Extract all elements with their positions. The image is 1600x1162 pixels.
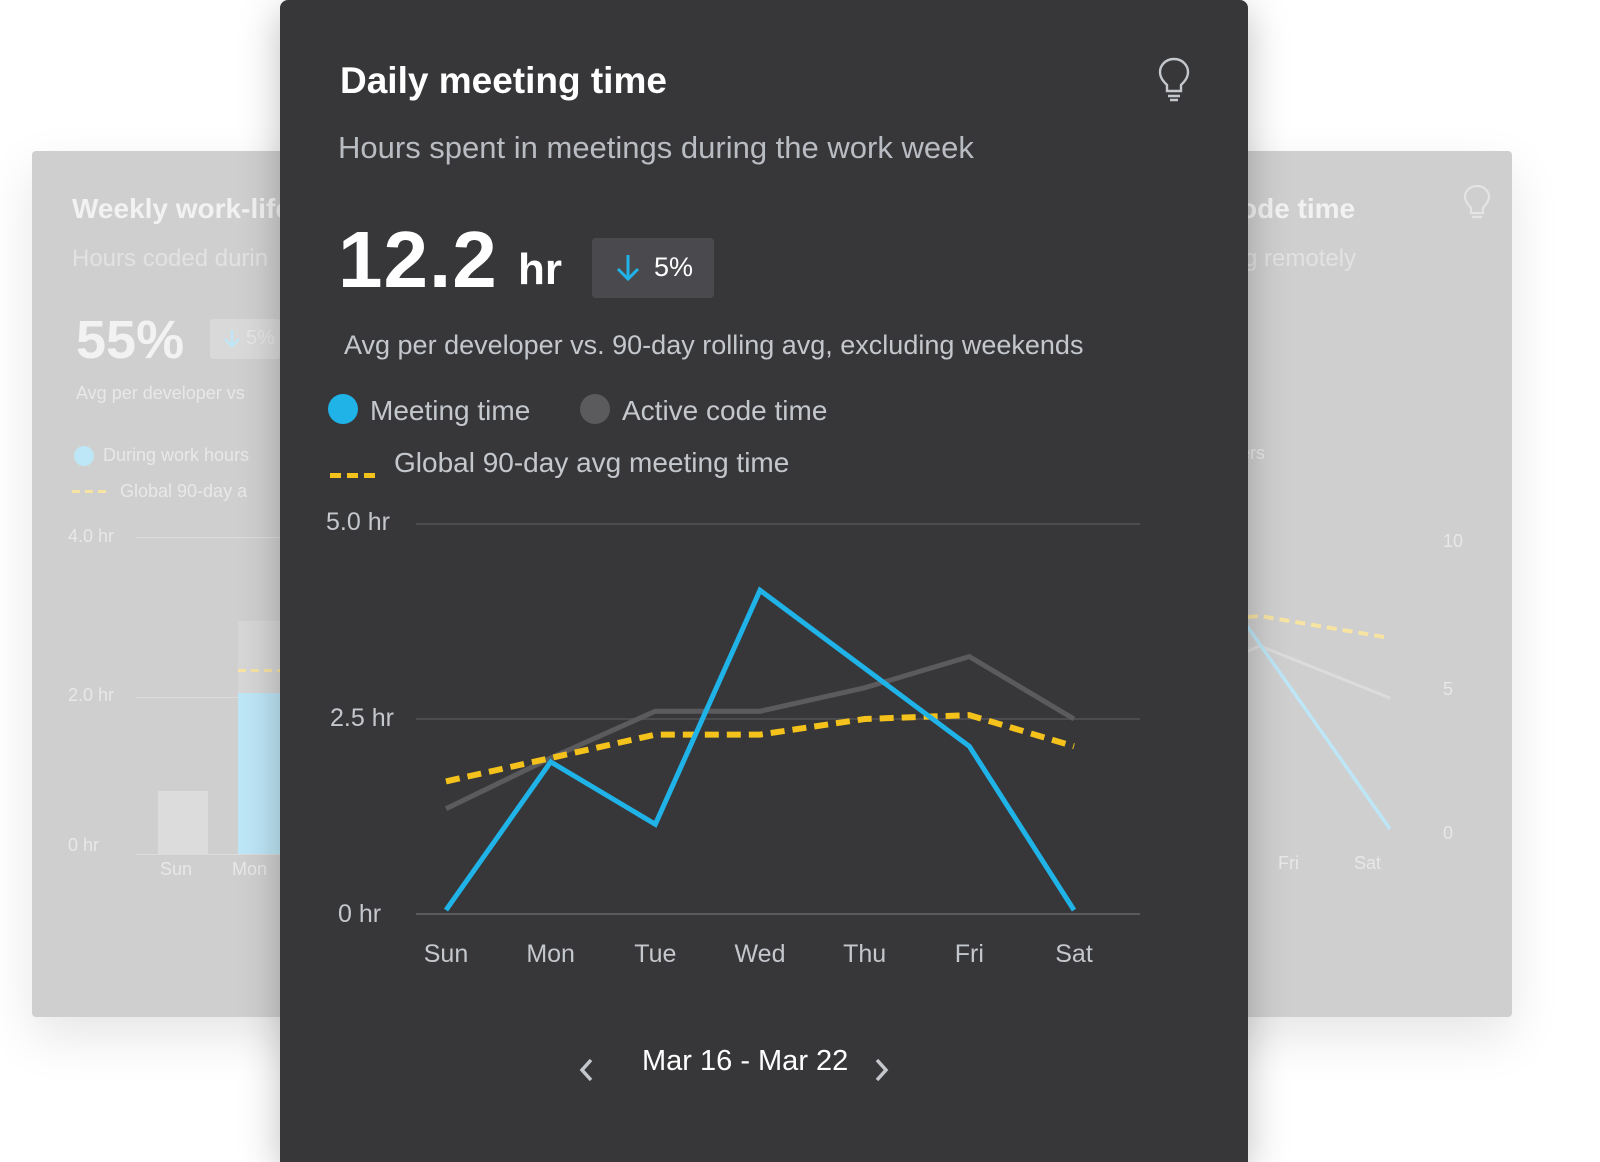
left-x-tick: Sun [160, 859, 193, 879]
right-y-tick: 5 [1443, 679, 1454, 699]
left-y-tick: 0 hr [68, 835, 100, 855]
left-card-title: Weekly work-life [72, 193, 291, 224]
x-tick-label: Tue [634, 940, 677, 968]
legend-label-global-avg: Global 90-day avg meeting time [394, 447, 790, 478]
left-y-tick: 2.0 hr [68, 685, 115, 705]
legend-label-meeting: Meeting time [370, 395, 531, 426]
y-tick-label: 2.5 hr [330, 704, 394, 732]
y-tick-label: 0 hr [338, 900, 382, 928]
meeting-time-card: Daily meeting time Hours spent in meetin… [280, 0, 1248, 1162]
legend-dot-active-code [580, 394, 610, 424]
left-legend-dash [72, 490, 106, 493]
legend-dot-meeting [328, 394, 358, 424]
delta-percent: 5% [654, 252, 694, 282]
right-x-tick: Fri [1278, 853, 1299, 873]
left-bar [158, 791, 208, 854]
lightbulb-icon [1463, 184, 1491, 219]
card-title: Daily meeting time [340, 60, 667, 101]
average-note: Avg per developer vs. 90-day rolling avg… [344, 330, 1084, 360]
left-card-subtitle: Hours coded durin [72, 245, 269, 272]
left-avg-dash [238, 669, 308, 672]
left-legend-2: Global 90-day a [120, 481, 248, 501]
next-week-button[interactable] [866, 1050, 896, 1090]
left-gridline [136, 697, 332, 698]
left-y-tick: 4.0 hr [68, 526, 115, 546]
right-y-tick: 0 [1443, 823, 1454, 843]
left-gridline [136, 537, 332, 538]
left-legend-1: During work hours [103, 445, 250, 465]
x-tick-label: Mon [526, 940, 575, 968]
lightbulb-icon[interactable] [1156, 56, 1192, 104]
left-card-value: 55% [76, 310, 185, 370]
meeting-time-line [443, 586, 1077, 912]
arrow-down-icon [616, 255, 640, 282]
x-tick-label: Wed [734, 940, 786, 968]
left-legend-dot [74, 446, 94, 466]
arrow-down-icon [224, 330, 240, 348]
x-tick-label: Fri [954, 940, 984, 968]
chevron-left-icon [579, 1058, 593, 1082]
total-hours-value: 12.2 [338, 215, 498, 304]
left-card-note: Avg per developer vs [76, 383, 245, 403]
card-subtitle: Hours spent in meetings during the work … [338, 130, 974, 165]
right-card-subtitle: g remotely [1244, 245, 1357, 272]
right-x-tick: Sat [1354, 853, 1382, 873]
left-card-delta: 5% [246, 327, 275, 349]
left-card-delta-badge: 5% [210, 319, 280, 359]
x-tick-label: Sat [1055, 940, 1093, 968]
background-card-right: ode time g remotely ers 10 5 0 u Fri Sat [1200, 151, 1512, 1017]
delta-badge: 5% [592, 238, 714, 298]
right-y-tick: 10 [1443, 531, 1464, 551]
right-card-title: ode time [1240, 193, 1356, 224]
legend-label-active-code: Active code time [622, 395, 828, 426]
x-tick-label: Thu [843, 940, 887, 968]
x-tick-label: Sun [423, 940, 469, 968]
total-hours-unit: hr [518, 245, 562, 294]
left-x-tick: Mon [232, 859, 268, 879]
date-range-label: Mar 16 - Mar 22 [642, 1045, 849, 1077]
previous-week-button[interactable] [572, 1050, 602, 1090]
line-chart [416, 523, 1140, 915]
chevron-right-icon [875, 1058, 889, 1082]
left-gridline [136, 854, 332, 855]
y-tick-label: 5.0 hr [326, 508, 390, 536]
legend-dash-global-avg [330, 473, 378, 478]
global-avg-line [445, 712, 1075, 785]
